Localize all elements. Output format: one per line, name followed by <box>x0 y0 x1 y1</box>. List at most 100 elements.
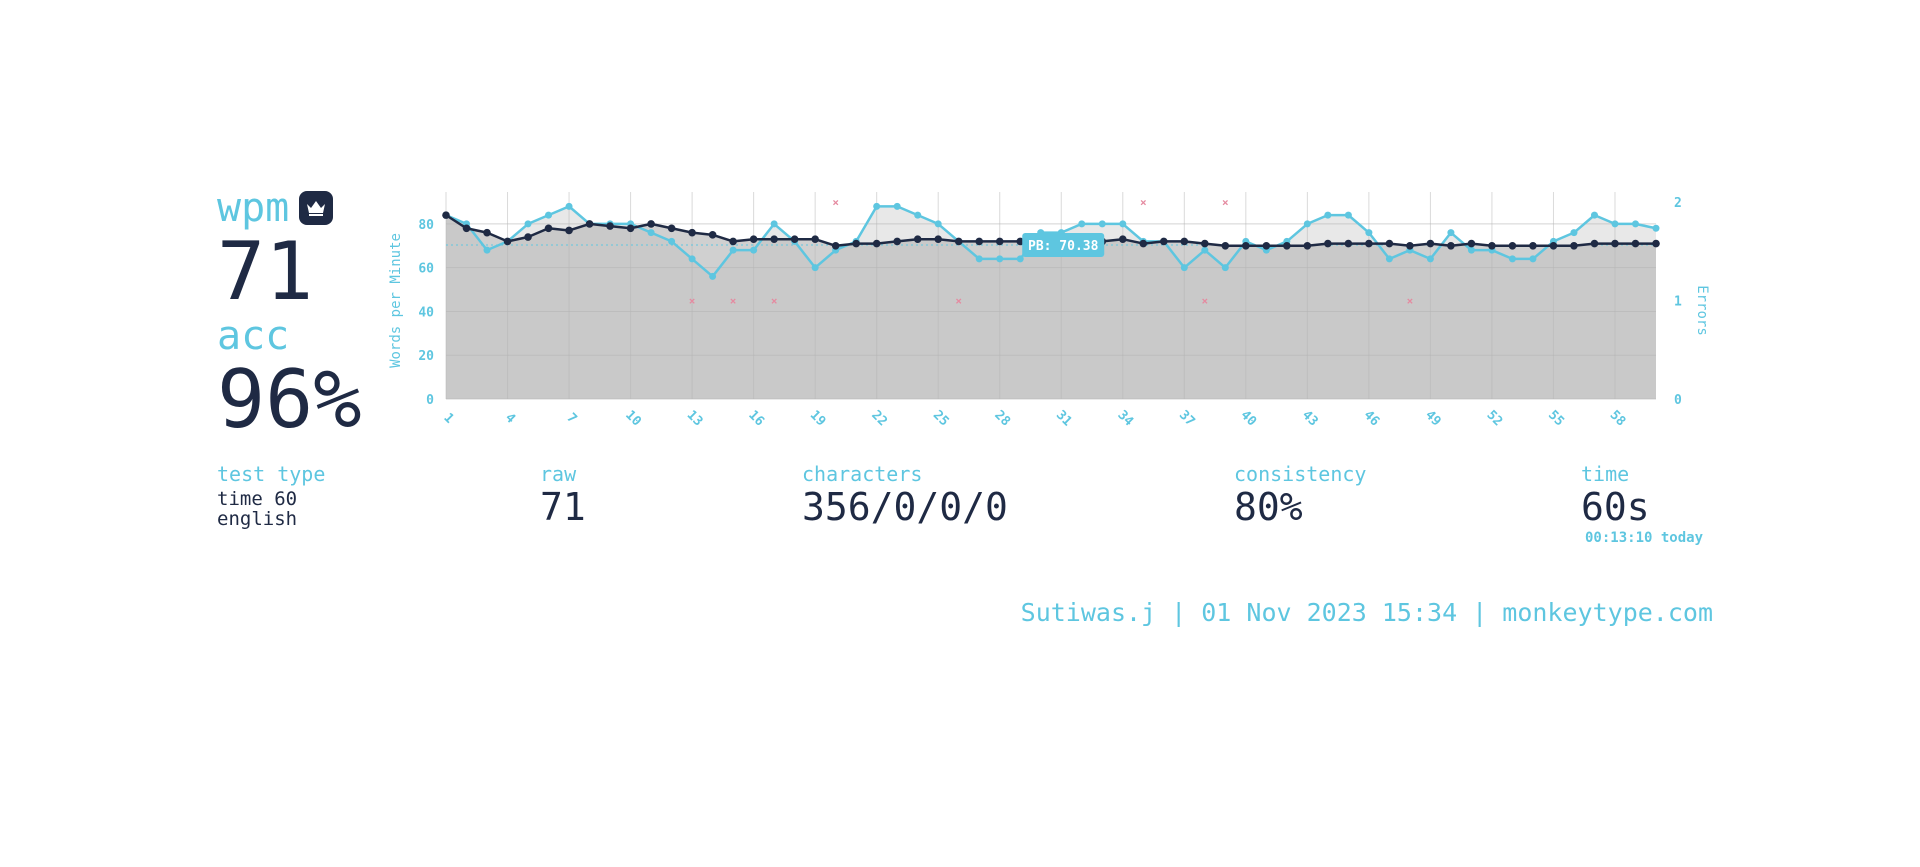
x-tick-label: 1 <box>440 410 456 426</box>
x-tick-label: 25 <box>930 408 952 430</box>
y2-axis-title: Errors <box>1694 285 1710 336</box>
raw-point <box>1529 255 1537 263</box>
acc-value: 96% <box>217 353 362 446</box>
test-type-label: test type <box>217 462 326 486</box>
x-tick-label: 10 <box>622 408 644 430</box>
raw-point <box>483 246 491 254</box>
x-tick-label: 7 <box>563 410 579 426</box>
wpm-point <box>954 237 963 246</box>
x-tick-label: 19 <box>807 408 829 430</box>
wpm-point <box>1180 237 1189 246</box>
x-tick-label: 28 <box>991 408 1013 430</box>
time-label: time <box>1581 462 1630 486</box>
x-tick-label: 55 <box>1545 408 1567 430</box>
error-marker: × <box>1202 295 1209 308</box>
raw-point <box>1385 255 1393 263</box>
footer-signature: Sutiwas.j | 01 Nov 2023 15:34 | monkeyty… <box>1020 598 1713 627</box>
raw-point <box>914 211 922 219</box>
wpm-point <box>462 224 471 233</box>
wpm-point <box>1303 241 1312 250</box>
time-value: 60s <box>1581 485 1650 529</box>
wpm-point <box>1385 239 1394 248</box>
wpm-point <box>1529 241 1537 250</box>
raw-point <box>1467 246 1475 254</box>
raw-value: 71 <box>540 485 586 529</box>
raw-point <box>668 237 676 245</box>
x-tick-label: 34 <box>1114 408 1136 430</box>
y-tick-label: 0 <box>426 393 434 408</box>
wpm-point <box>1488 241 1496 250</box>
wpm-point <box>749 235 758 244</box>
raw-point <box>729 246 737 254</box>
consistency-value: 80% <box>1234 485 1303 529</box>
raw-point <box>1590 211 1598 219</box>
raw-point <box>1570 229 1578 237</box>
crown-icon[interactable] <box>299 191 334 225</box>
wpm-point <box>1262 241 1271 250</box>
wpm-point <box>606 222 614 230</box>
raw-point <box>996 255 1004 263</box>
raw-point <box>1426 255 1434 263</box>
wpm-point <box>1365 239 1373 248</box>
x-tick-label: 13 <box>684 408 706 430</box>
wpm-point <box>626 224 635 233</box>
time-block: time 60s <box>1581 463 1650 529</box>
x-tick-label: 43 <box>1299 408 1321 430</box>
raw-point <box>1119 220 1127 228</box>
x-tick-label: 52 <box>1484 408 1506 430</box>
raw-point <box>1180 264 1188 272</box>
raw-point <box>1221 264 1229 272</box>
wpm-point <box>688 228 696 237</box>
error-marker: × <box>832 196 839 209</box>
raw-point <box>1016 255 1024 263</box>
x-tick-label: 31 <box>1053 408 1075 430</box>
consistency-label: consistency <box>1234 462 1367 486</box>
raw-point <box>1365 229 1373 237</box>
raw-point <box>524 220 532 228</box>
error-marker: × <box>955 295 962 308</box>
wpm-point <box>1631 239 1640 248</box>
wpm-point <box>442 211 450 219</box>
wpm-point <box>1139 239 1148 248</box>
raw-point <box>1652 224 1660 232</box>
x-tick-label: 58 <box>1607 408 1629 430</box>
raw-point <box>1098 220 1106 228</box>
x-tick-label: 46 <box>1361 408 1383 430</box>
wpm-point <box>893 237 901 246</box>
error-marker: × <box>771 295 778 308</box>
raw-point <box>873 202 881 210</box>
consistency-block: consistency 80% <box>1234 463 1366 529</box>
wpm-point <box>770 235 778 244</box>
time-today: 00:13:10 today <box>1585 530 1704 546</box>
raw-point <box>647 229 655 237</box>
raw-label: raw <box>540 462 577 486</box>
wpm-point <box>1549 241 1558 250</box>
raw-point <box>688 255 696 263</box>
y2-tick-label: 1 <box>1674 295 1682 310</box>
wpm-point <box>1242 241 1250 250</box>
raw-point <box>1344 211 1352 219</box>
wpm-point <box>1118 235 1127 244</box>
raw-point <box>1611 220 1619 228</box>
wpm-point <box>667 224 676 233</box>
raw-point <box>1447 229 1455 237</box>
wpm-point <box>524 233 532 241</box>
error-marker: × <box>1222 196 1229 209</box>
wpm-point <box>790 235 799 244</box>
raw-area <box>446 206 1656 399</box>
characters-value: 356/0/0/0 <box>802 485 1008 529</box>
wpm-point <box>852 239 860 248</box>
x-tick-label: 49 <box>1422 408 1444 430</box>
error-marker: × <box>1140 196 1147 209</box>
wpm-point <box>1590 239 1599 248</box>
error-marker: × <box>1407 295 1414 308</box>
wpm-point <box>483 228 491 237</box>
raw-point <box>770 220 778 228</box>
wpm-point <box>503 237 512 246</box>
wpm-point <box>1447 241 1455 250</box>
wpm-point <box>1016 237 1025 246</box>
raw-point <box>545 211 553 219</box>
raw-series-line <box>445 205 1657 278</box>
pb-label-box <box>1022 232 1105 257</box>
